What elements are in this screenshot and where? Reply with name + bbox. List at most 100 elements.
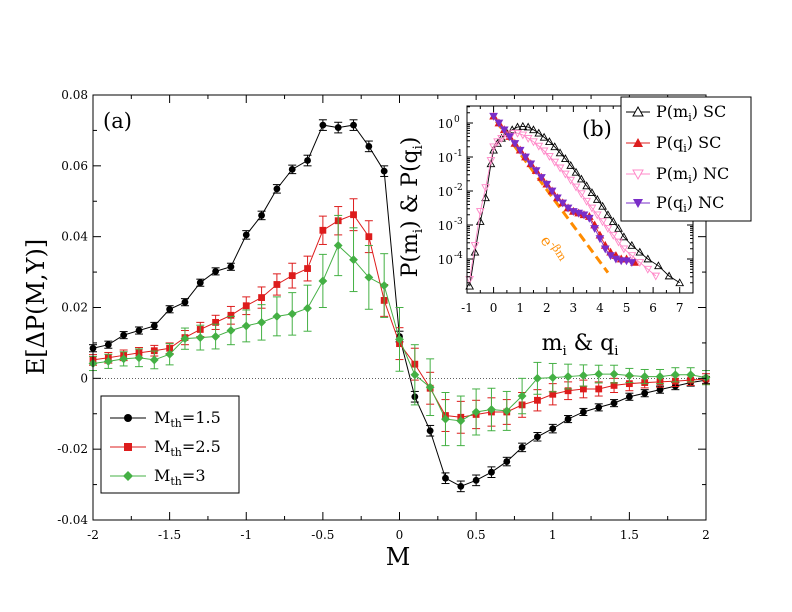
legend-label: P(qi) NC — [656, 193, 724, 215]
series-3 — [88, 214, 711, 447]
inset-data-point — [664, 271, 674, 280]
inset-data-point — [489, 112, 498, 121]
x-tick-label: 0 — [396, 528, 404, 542]
data-point — [349, 255, 358, 265]
inset-data-point — [675, 278, 685, 287]
data-point — [365, 233, 373, 241]
inset-data-point — [582, 181, 592, 190]
inset-x-tick-label: 2 — [543, 301, 551, 315]
inset-legend: P(mi) SC P(qi) SC P(mi) NC P(qi) NC — [620, 96, 752, 222]
data-point — [624, 371, 634, 380]
inset-data-point — [489, 143, 498, 152]
inset-x-tick-label: 7 — [676, 301, 684, 315]
inset-data-point — [643, 254, 653, 263]
data-point — [196, 279, 204, 287]
data-point — [350, 211, 357, 219]
data-point — [410, 370, 420, 380]
data-point — [258, 294, 265, 301]
inset-data-point — [600, 245, 610, 254]
inset-data-point — [529, 138, 538, 147]
inset-x-tick-label: 1 — [516, 301, 524, 315]
inset-data-point — [608, 231, 618, 240]
inset-data-point — [555, 148, 565, 157]
inset-x-tick-label: 5 — [623, 301, 631, 315]
data-point — [304, 157, 311, 164]
data-point — [273, 185, 281, 193]
inset-y-tick-label: 10 — [438, 219, 453, 233]
data-point — [441, 414, 450, 424]
data-point — [518, 443, 526, 451]
data-point — [379, 281, 389, 290]
data-point — [272, 311, 282, 321]
data-point — [595, 385, 603, 393]
data-point — [534, 396, 541, 404]
legend-marker — [124, 443, 132, 451]
data-point — [487, 405, 496, 414]
x-tick-label: -2 — [87, 528, 99, 542]
inset-data-point — [497, 134, 506, 143]
inset-data-point — [510, 140, 520, 148]
data-point — [119, 354, 129, 364]
data-point — [425, 382, 435, 392]
data-point — [594, 369, 604, 379]
inset-data-point — [555, 164, 565, 173]
inset-data-point — [576, 190, 586, 199]
inset-data-point — [576, 174, 586, 183]
x-tick-label: 1 — [549, 528, 557, 542]
data-point — [195, 333, 205, 343]
inset-y-tick-label: 10 — [438, 253, 453, 267]
inset-data-point — [493, 138, 502, 147]
data-point — [241, 321, 251, 331]
inset-y-tick-label: 10 — [438, 185, 453, 199]
inset-data-point — [627, 252, 637, 261]
inset-data-point — [494, 119, 504, 128]
data-point — [319, 226, 327, 234]
data-point — [625, 393, 633, 401]
data-point — [304, 265, 311, 272]
inset-data-point — [537, 174, 546, 182]
data-point — [350, 121, 357, 129]
data-point — [656, 386, 664, 394]
data-point — [488, 468, 495, 476]
panel-label-a: (a) — [103, 109, 132, 133]
inset-y-axis-label: P(mi) & P(qi) — [398, 137, 426, 278]
legend-entry-mth-2-5: Mth=2.5 — [110, 437, 221, 459]
inset-y-tick-exponent: -4 — [454, 251, 463, 261]
data-point — [426, 427, 434, 435]
data-point — [365, 142, 373, 150]
legend-label: P(qi) SC — [656, 133, 721, 155]
data-point — [227, 311, 235, 319]
data-point — [333, 241, 343, 250]
inset-x-tick-label: -1 — [461, 301, 473, 315]
inset-series-line — [469, 125, 680, 287]
x-tick-label: 1.5 — [620, 528, 639, 542]
data-point — [120, 331, 128, 339]
data-point — [442, 474, 449, 482]
inset-data-point — [651, 272, 661, 281]
inset-data-point — [582, 197, 592, 206]
data-point — [334, 124, 342, 131]
inset-data-point — [545, 152, 554, 161]
inset-y-tick-exponent: -3 — [454, 217, 463, 227]
inset-data-point — [542, 180, 552, 189]
data-point — [181, 298, 189, 306]
inset-data-point — [505, 133, 514, 142]
y-tick-label: 0.04 — [61, 230, 88, 244]
data-point — [104, 341, 112, 349]
data-point — [288, 165, 296, 173]
inset-y-tick-exponent: -2 — [454, 183, 463, 193]
data-point — [549, 390, 557, 398]
legend-label: Mth=2.5 — [154, 437, 221, 459]
data-point — [517, 391, 527, 401]
data-point — [257, 317, 266, 327]
legend-entry-mth-3: Mth=3 — [110, 466, 206, 488]
inset-data-point — [529, 125, 538, 134]
inset-data-point — [643, 265, 653, 274]
data-point — [533, 373, 542, 383]
data-point — [625, 380, 633, 388]
inset-data-point — [598, 201, 607, 210]
legend-entry-pm-sc: P(mi) SC — [626, 102, 726, 124]
inset-data-point — [493, 138, 502, 147]
inset-x-tick-label: 6 — [649, 301, 657, 315]
legend-marker — [124, 414, 132, 422]
